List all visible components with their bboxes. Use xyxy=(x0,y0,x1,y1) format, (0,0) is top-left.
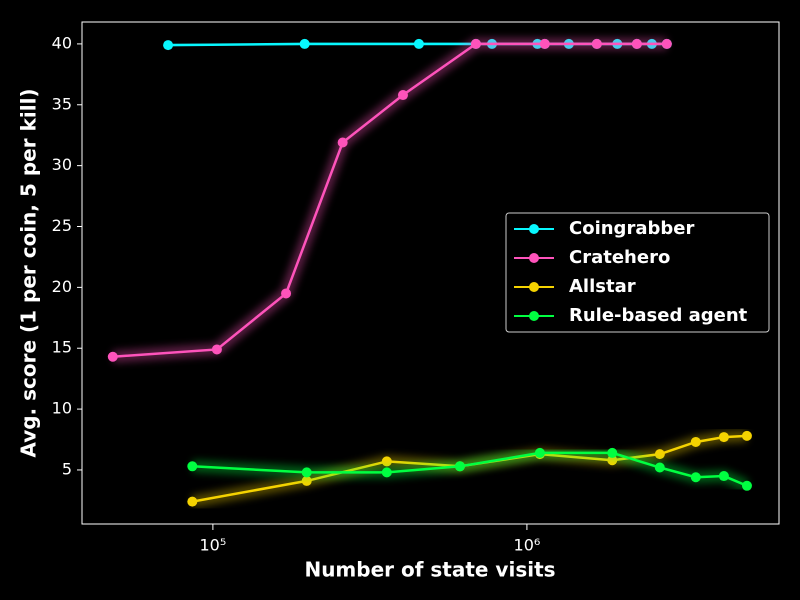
y-tick-label: 10 xyxy=(52,399,72,418)
marker xyxy=(654,462,665,473)
marker xyxy=(413,38,424,49)
marker xyxy=(187,496,198,507)
marker xyxy=(718,432,729,443)
marker xyxy=(539,38,550,49)
marker xyxy=(299,38,310,49)
x-tick-label: 10⁶ xyxy=(514,536,541,555)
marker xyxy=(607,447,618,458)
legend-label: Coingrabber xyxy=(569,218,694,239)
marker xyxy=(281,288,292,299)
marker xyxy=(163,40,174,51)
y-tick-label: 40 xyxy=(52,33,72,52)
marker xyxy=(690,472,701,483)
y-tick-label: 35 xyxy=(52,94,72,113)
legend-marker xyxy=(529,253,539,263)
marker xyxy=(211,344,222,355)
y-tick-label: 5 xyxy=(62,459,72,478)
y-tick-label: 20 xyxy=(52,277,72,296)
marker xyxy=(591,38,602,49)
x-tick-label: 10⁵ xyxy=(199,536,226,555)
legend-label: Cratehero xyxy=(569,247,670,268)
marker xyxy=(741,480,752,491)
y-axis-label: Avg. score (1 per coin, 5 per kill) xyxy=(17,88,41,457)
marker xyxy=(301,475,312,486)
legend-box xyxy=(505,212,770,333)
y-tick-label: 15 xyxy=(52,338,72,357)
marker xyxy=(337,137,348,148)
y-tick-label: 30 xyxy=(52,155,72,174)
plot-frame xyxy=(81,21,780,525)
marker xyxy=(654,449,665,460)
marker xyxy=(397,90,408,101)
marker xyxy=(690,436,701,447)
y-tick-label: 25 xyxy=(52,216,72,235)
marker xyxy=(454,461,465,472)
marker xyxy=(718,471,729,482)
marker xyxy=(187,461,198,472)
marker xyxy=(301,467,312,478)
marker xyxy=(381,467,392,478)
marker xyxy=(741,430,752,441)
marker xyxy=(534,447,545,458)
legend-marker xyxy=(529,282,539,292)
legend-label: Rule-based agent xyxy=(569,305,748,326)
x-axis-label: Number of state visits xyxy=(304,558,555,582)
series-line xyxy=(112,42,667,358)
legend-marker xyxy=(529,311,539,321)
marker xyxy=(381,456,392,467)
series-line xyxy=(192,451,748,487)
marker xyxy=(470,38,481,49)
marker xyxy=(107,351,118,362)
marker xyxy=(661,38,672,49)
legend-marker xyxy=(529,224,539,234)
legend-label: Allstar xyxy=(569,276,636,297)
marker xyxy=(631,38,642,49)
